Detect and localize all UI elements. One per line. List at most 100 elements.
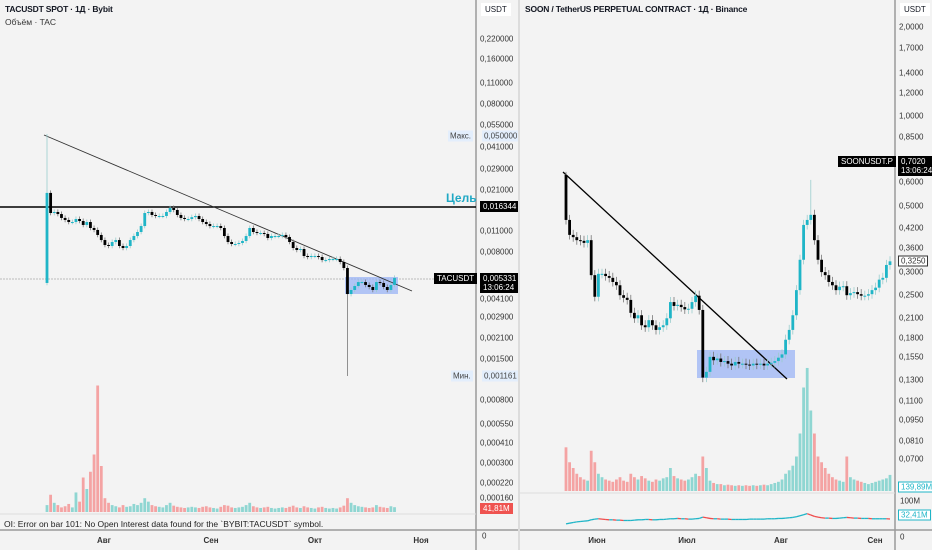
- candle: [809, 214, 813, 220]
- candle: [694, 295, 697, 303]
- volume-bar: [371, 507, 375, 512]
- tacusdt-chart-pane[interactable]: TACUSDT SPOT · 1Д · Bybit Объём · TAC US…: [0, 0, 520, 550]
- volume-bar: [741, 485, 744, 491]
- volume-bar: [654, 479, 658, 491]
- volume-bar: [110, 505, 114, 512]
- candle: [284, 234, 288, 237]
- candle: [791, 315, 795, 330]
- candle: [70, 222, 74, 224]
- candle: [780, 354, 784, 358]
- price-tick: 0,3000: [899, 267, 924, 277]
- candle: [291, 242, 295, 249]
- candle: [313, 255, 317, 257]
- volume-bar: [870, 482, 874, 491]
- volume-bar: [705, 468, 708, 491]
- price-tick: 0,5000: [899, 201, 924, 211]
- candle: [726, 361, 730, 364]
- volume-bar: [284, 507, 288, 512]
- volume-bar: [172, 505, 176, 512]
- symbol-tag: TACUSDT: [434, 273, 478, 284]
- open-interest-segment: [799, 514, 804, 517]
- volume-bar: [280, 507, 284, 512]
- candle: [356, 282, 360, 287]
- open-interest-segment: [814, 515, 819, 518]
- volume-bar: [607, 480, 611, 491]
- candle: [382, 282, 386, 287]
- currency-label[interactable]: USDT: [481, 3, 511, 16]
- candle: [175, 209, 179, 215]
- price-tick: 0,000220: [480, 478, 514, 488]
- candle: [49, 192, 53, 214]
- volume-bar: [798, 433, 802, 491]
- soonusdt-chart-canvas[interactable]: [520, 0, 932, 550]
- price-tick: 0,0950: [899, 415, 924, 425]
- candle: [629, 299, 633, 313]
- price-tick: 0,002100: [480, 333, 514, 343]
- goal-price-tag: 0,016344: [480, 201, 520, 212]
- candle: [881, 277, 885, 280]
- volume-bar: [888, 474, 892, 491]
- volume-bar: [593, 462, 597, 491]
- volume-bar: [259, 507, 262, 512]
- volume-bar: [733, 485, 737, 491]
- volume-bar: [331, 507, 335, 512]
- volume-bar: [665, 477, 669, 491]
- candle: [859, 294, 863, 296]
- countdown: 13:06:24: [483, 283, 515, 292]
- candle: [306, 255, 310, 258]
- volume-bar: [845, 456, 849, 491]
- candle: [364, 282, 367, 285]
- candle: [798, 259, 802, 291]
- time-label: Окт: [307, 536, 323, 545]
- soonusdt-chart-pane[interactable]: SOON / TetherUS PERPETUAL CONTRACT · 1Д …: [520, 0, 932, 550]
- candle: [687, 308, 690, 310]
- volume-bar: [222, 505, 226, 512]
- candle: [201, 219, 205, 223]
- volume-bar: [226, 505, 230, 512]
- volume-bar: [643, 478, 647, 491]
- price-tick: 0,055000: [480, 120, 514, 130]
- oi-error-message: OI: Error on bar 101: No Open Interest d…: [4, 519, 324, 529]
- volume-bar: [618, 477, 622, 491]
- price-tick: 0,000160: [480, 493, 514, 502]
- volume-bar: [128, 506, 132, 512]
- volume-bar: [74, 492, 78, 512]
- candle: [669, 302, 672, 319]
- volume-bar: [863, 482, 867, 491]
- open-interest-segment: [803, 513, 808, 516]
- candle: [99, 234, 103, 241]
- candle: [335, 258, 338, 260]
- candle: [823, 272, 827, 276]
- volume-bar: [881, 479, 885, 491]
- tag-price: 0,7020: [901, 157, 926, 166]
- candle: [241, 240, 244, 243]
- price-tick: 0,1300: [899, 375, 924, 385]
- candle: [60, 214, 63, 218]
- candle: [705, 371, 708, 378]
- currency-label[interactable]: USDT: [900, 3, 930, 16]
- last-price: 0,005331: [483, 274, 517, 283]
- candle: [777, 357, 780, 362]
- price-tick: 0,000800: [480, 395, 514, 405]
- candle: [186, 219, 190, 221]
- volume-bar: [859, 481, 863, 491]
- candle: [172, 207, 176, 210]
- candle: [633, 312, 636, 319]
- volume-bar: [168, 502, 172, 512]
- candle: [346, 268, 349, 295]
- candle: [827, 275, 831, 282]
- candle: [582, 240, 586, 243]
- volume-bar: [723, 485, 726, 491]
- candle: [157, 215, 161, 217]
- time-label: Ноя: [413, 536, 429, 545]
- price-tag: 0,7020 13:06:24: [898, 156, 932, 176]
- volume-bar: [52, 502, 56, 512]
- pane-splitter[interactable]: [518, 0, 520, 550]
- price-tick: 0,2500: [899, 290, 924, 300]
- candle: [658, 327, 661, 330]
- tacusdt-chart-canvas[interactable]: [0, 0, 518, 550]
- candle: [600, 273, 604, 275]
- price-tick: 0,004100: [480, 294, 514, 303]
- volume-bar: [165, 505, 168, 512]
- volume-bar: [615, 479, 618, 491]
